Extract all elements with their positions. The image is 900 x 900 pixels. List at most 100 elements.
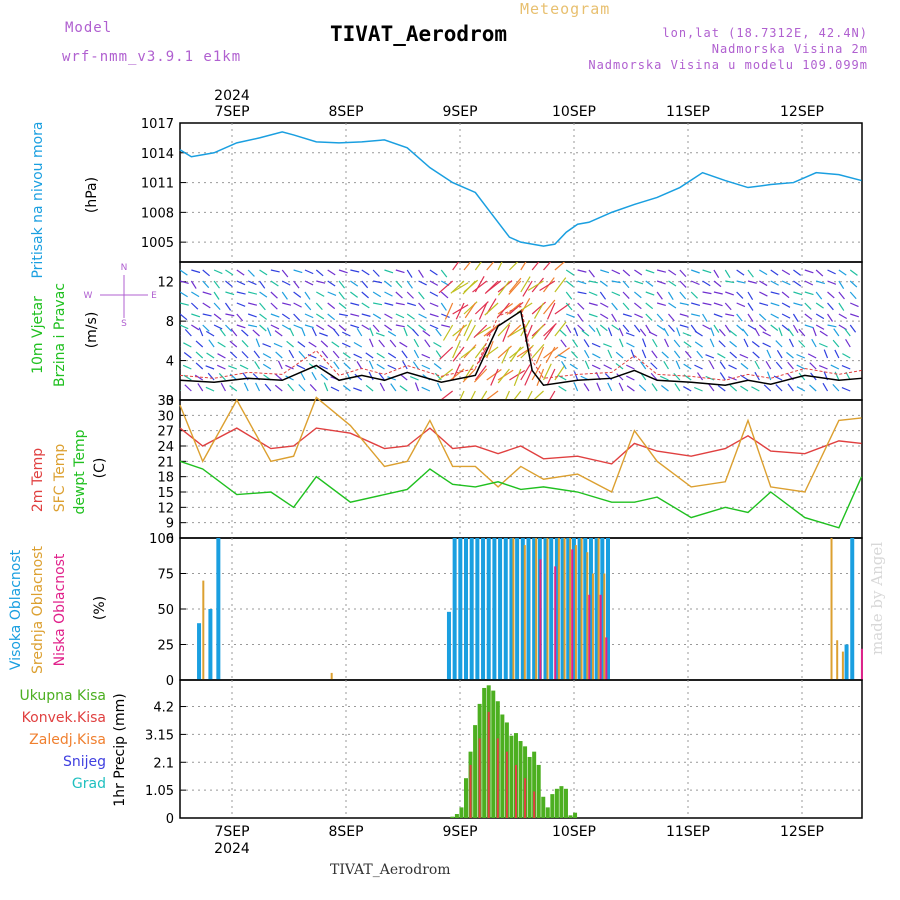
wind-arrow: [390, 383, 397, 392]
wind-arrow: [225, 324, 233, 332]
wind-arrow: [490, 368, 499, 386]
precip-conv-bar: [478, 738, 481, 818]
wind-arrow: [190, 280, 197, 289]
wind-arrow: [180, 335, 181, 336]
wind-arrow: [213, 324, 223, 330]
wind-arrow: [554, 303, 570, 315]
high-cloud-bar: [577, 538, 582, 680]
wind-arrow: [822, 382, 829, 392]
wind-arrow: [796, 364, 806, 370]
x-tick-label-top: 7SEP: [214, 104, 249, 120]
y-tick-label: 3.15: [145, 728, 174, 743]
wind-arrow: [719, 361, 726, 370]
wind-arrow: [247, 269, 255, 277]
wind-arrow: [413, 338, 420, 348]
wind-arrow: [248, 291, 258, 295]
precip-total-bar: [527, 756, 532, 818]
wind-arrow: [592, 353, 601, 359]
wind-arrow: [634, 313, 643, 319]
wind-arrow: [315, 313, 325, 320]
wind-arrow: [327, 269, 336, 276]
wind-arrow: [373, 280, 383, 284]
wind-arrow: [304, 313, 314, 319]
wind-arrow: [626, 342, 635, 348]
wind-arrow: [781, 313, 791, 319]
wind-arrow: [450, 280, 465, 294]
wind-arrow: [395, 302, 405, 306]
wind-arrow: [663, 360, 669, 370]
wind-arrow: [331, 341, 340, 348]
wind-arrow: [273, 342, 283, 348]
wind-arrow: [729, 384, 738, 392]
wind-arrow: [441, 324, 451, 328]
wind-arrow: [395, 324, 405, 328]
precip-total-bar: [450, 816, 455, 818]
precip-legend-item: Konvek.Kisa: [22, 710, 106, 726]
wind-arrow: [472, 280, 488, 293]
wind-arrow: [473, 368, 488, 383]
wind-arrow: [702, 280, 711, 287]
y-tick-label: 21: [157, 455, 174, 470]
wind-arrow: [804, 302, 812, 310]
wind-arrow: [796, 353, 806, 359]
wind-arrow: [407, 302, 416, 307]
wind-arrow: [841, 365, 851, 370]
wind-arrow: [844, 328, 851, 337]
wind-arrow: [770, 280, 779, 286]
wind-arrow: [622, 302, 630, 311]
wind-arrow: [765, 360, 772, 370]
wind-arrow: [524, 368, 533, 386]
precip-total-bar: [491, 690, 496, 818]
wind-arrow: [497, 280, 510, 296]
wind-arrow: [717, 353, 726, 359]
wind-arrow: [429, 280, 439, 286]
y-tick-label: 1005: [141, 236, 174, 251]
wind-arrow: [262, 343, 272, 348]
wind-arrow: [588, 313, 598, 318]
wind-arrow: [736, 269, 745, 276]
wind-arrow: [474, 262, 482, 271]
wind-arrow: [827, 280, 837, 285]
wind-arrow: [520, 262, 527, 271]
wind-arrow: [787, 328, 794, 337]
y-tick-label: 0: [166, 394, 174, 409]
wind-arrow: [395, 269, 405, 274]
mid-cloud-bar: [557, 538, 560, 680]
wind-arrow: [832, 383, 840, 392]
wind-arrow: [327, 313, 336, 321]
wind-arrow: [776, 350, 783, 359]
wind-arrow: [243, 382, 249, 392]
wind-arrow: [315, 302, 323, 311]
wind-arrow: [486, 262, 495, 271]
wind-arrow: [725, 313, 735, 317]
wind-arrow: [399, 373, 408, 381]
wind-arrow: [293, 324, 303, 329]
wind-arrow: [373, 302, 383, 306]
wind-arrow: [656, 269, 667, 273]
wind-arrow: [198, 327, 204, 337]
wind-arrow: [316, 324, 325, 331]
wind-arrow: [640, 361, 647, 370]
wind-arrow: [248, 302, 258, 306]
wind-arrow: [230, 328, 238, 337]
wind-arrow: [596, 382, 601, 392]
wind-arrow: [504, 390, 510, 400]
wind-arrow: [277, 360, 283, 370]
wind-arrow: [804, 269, 814, 274]
coords: lon,lat (18.7312E, 42.4N): [662, 26, 868, 40]
low-cloud-label: Niska Oblacnost: [52, 553, 68, 666]
wind-arrow: [252, 329, 260, 337]
y-tick-label: 27: [157, 425, 174, 440]
wind-arrow: [546, 302, 556, 320]
wind-arrow: [713, 280, 722, 288]
precip-total-bar: [568, 815, 573, 818]
wind-arrow: [241, 340, 249, 348]
wind-arrow: [401, 350, 408, 359]
wind-arrow: [565, 302, 573, 311]
wind-arrow: [464, 302, 476, 319]
wind-arrow: [850, 313, 859, 318]
wind-arrow: [781, 291, 790, 299]
high-cloud-bar: [600, 538, 605, 680]
wind-arrow: [702, 302, 712, 306]
